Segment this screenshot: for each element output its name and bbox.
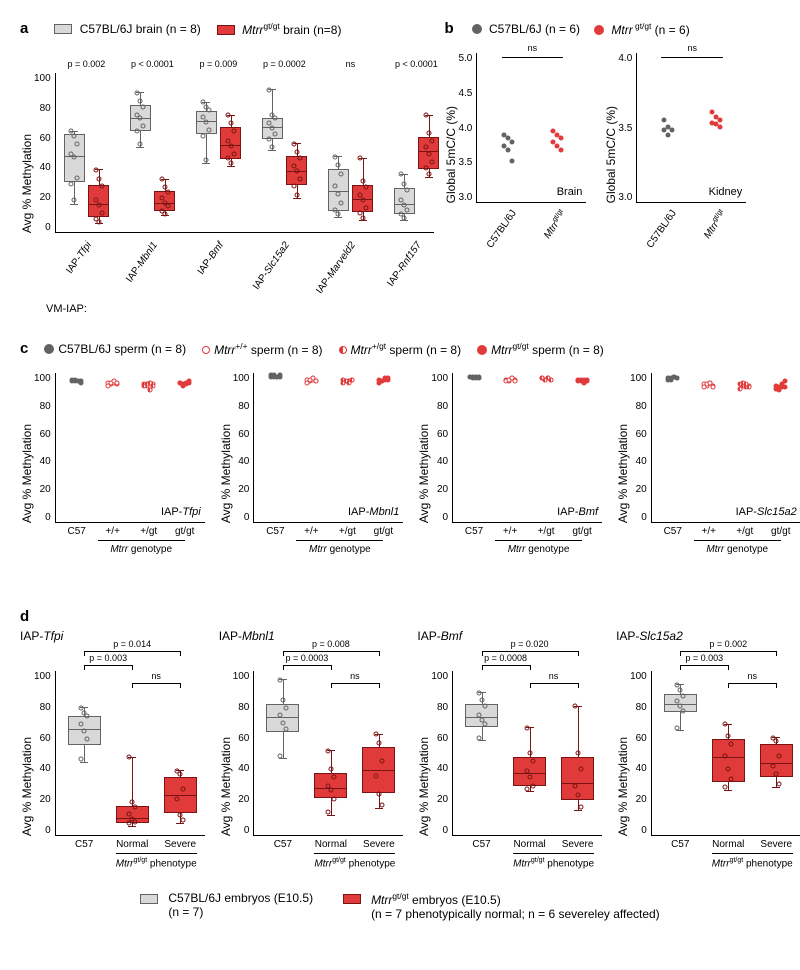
- legend-a-mtrr: Mtrrgt/gt brain (n=8): [217, 21, 342, 37]
- legend-c-2: Mtrr+/gt sperm (n = 8): [339, 341, 462, 357]
- legend-c-0: C57BL/6J sperm (n = 8): [44, 342, 186, 356]
- panel-c: c C57BL/6J sperm (n = 8) Mtrr+/+ sperm (…: [20, 340, 780, 578]
- a-xlabel-prefix: VM-IAP:: [46, 303, 434, 315]
- panel-a-label: a: [20, 20, 28, 37]
- legend-b-c57: C57BL/6J (n = 6): [472, 22, 580, 36]
- legend-a-c57: C57BL/6J brain (n = 8): [54, 22, 200, 36]
- c-subpanels: Avg % Methylation100806040200IAP-TfpiC57…: [20, 363, 780, 578]
- a-yticks: 100806040200: [34, 73, 55, 233]
- a-plot: p = 0.002IAP-Tfpip < 0.0001IAP-Mbnl1p = …: [55, 73, 435, 233]
- a-ylabel: Avg % Methylation: [20, 134, 34, 233]
- panel-b: b C57BL/6J (n = 6) Mtrr gt/gt (n = 6) Gl…: [444, 20, 780, 315]
- legend-c-1: Mtrr+/+ sperm (n = 8): [202, 341, 322, 357]
- panel-d: d IAP-TfpiAvg % Methylation100806040200p…: [20, 608, 780, 921]
- panel-d-label: d: [20, 608, 29, 625]
- panel-b-label: b: [444, 20, 453, 37]
- legend-b-mtrr: Mtrr gt/gt (n = 6): [594, 21, 690, 37]
- d-bottom-legend: C57BL/6J embryos (E10.5) (n = 7) Mtrrgt/…: [20, 891, 780, 921]
- legend-c-3: Mtrrgt/gt sperm (n = 8): [477, 341, 604, 357]
- panel-c-label: c: [20, 340, 28, 357]
- d-subpanels: IAP-TfpiAvg % Methylation100806040200p =…: [20, 629, 780, 836]
- b-subpanels: Global 5mC/C (%)5.04.54.03.53.0nsBrainC5…: [444, 43, 780, 203]
- panel-a: a C57BL/6J brain (n = 8) Mtrrgt/gt brain…: [20, 20, 434, 315]
